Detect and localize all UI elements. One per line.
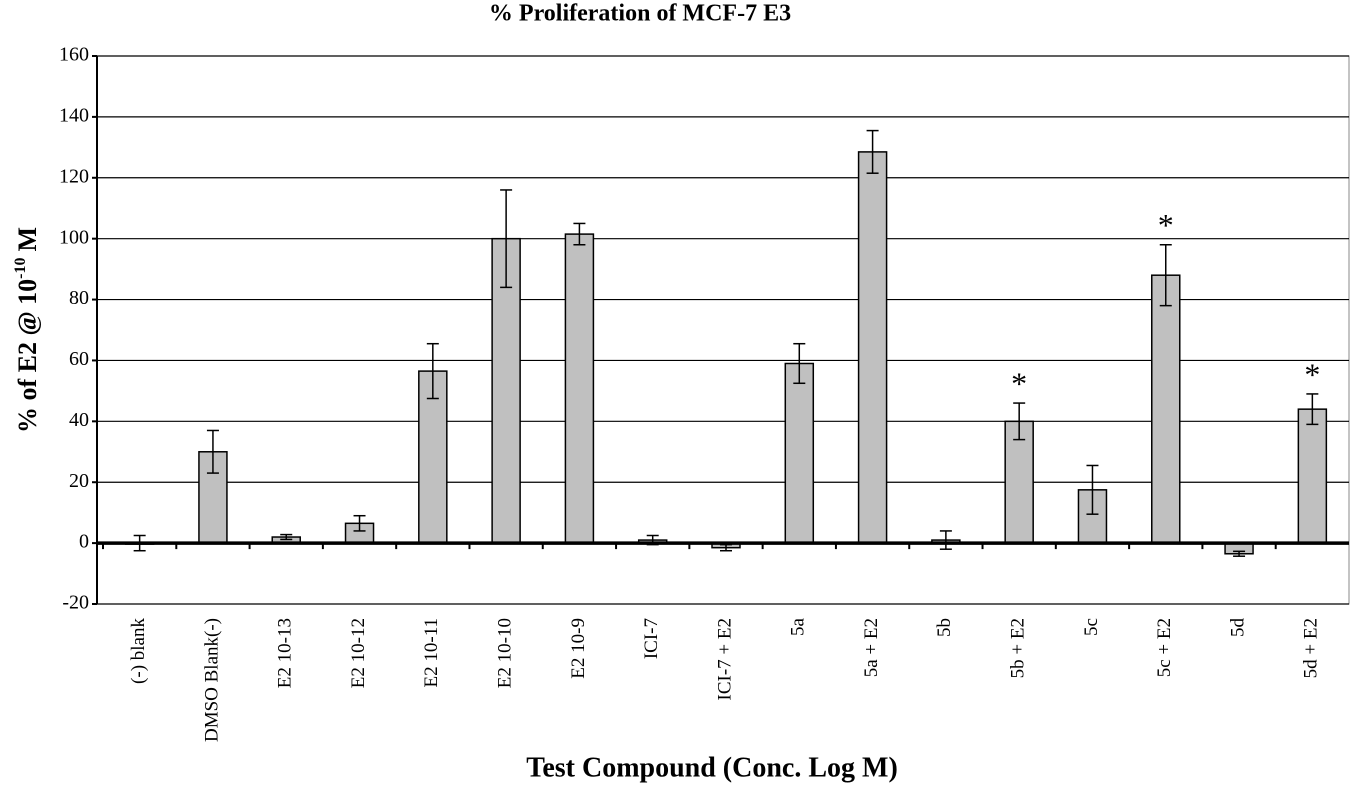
y-axis-label: % of E2 @ 10-10 M bbox=[12, 227, 42, 433]
y-tick-label: 80 bbox=[69, 287, 89, 309]
x-axis-label: Test Compound (Conc. Log M) bbox=[526, 752, 898, 783]
y-tick-label: -20 bbox=[62, 592, 89, 614]
y-tick-label: 40 bbox=[69, 409, 89, 431]
significance-marker: * bbox=[1304, 356, 1320, 392]
x-tick-label: (-) blank bbox=[128, 618, 149, 684]
y-tick-label: 140 bbox=[59, 104, 89, 126]
x-tick-label: ICI-7 + E2 bbox=[714, 618, 735, 700]
y-tick-label: 160 bbox=[59, 44, 89, 66]
y-label-unit: M bbox=[13, 227, 42, 252]
y-tick-label: 0 bbox=[79, 531, 89, 553]
y-tick-label: 60 bbox=[69, 348, 89, 370]
y-tick-label: 120 bbox=[59, 165, 89, 187]
chart-title: % Proliferation of MCF-7 E3 bbox=[489, 1, 791, 27]
bar bbox=[1004, 420, 1034, 544]
x-tick-label: ICI-7 bbox=[641, 618, 662, 659]
x-tick-label: 5c bbox=[1081, 618, 1102, 636]
x-tick-label: 5d + E2 bbox=[1301, 618, 1322, 678]
x-tick-label: 5a + E2 bbox=[861, 618, 882, 677]
x-tick-label: 5a bbox=[788, 617, 809, 636]
x-tick-label: E2 10-13 bbox=[275, 618, 296, 688]
y-label-text: % of E2 @ 10 bbox=[13, 279, 42, 433]
bar bbox=[857, 151, 888, 544]
x-tick-label: 5c + E2 bbox=[1154, 618, 1175, 677]
y-tick-label: 100 bbox=[59, 226, 89, 248]
significance-marker: * bbox=[1011, 365, 1027, 401]
bar bbox=[564, 233, 595, 544]
x-tick-label: E2 10-12 bbox=[348, 618, 369, 688]
bar bbox=[784, 362, 815, 544]
x-tick-label: 5d bbox=[1227, 618, 1248, 638]
x-tick-label: E2 10-11 bbox=[421, 618, 442, 687]
y-tick-label: 20 bbox=[69, 470, 89, 492]
x-tick-label: DMSO Blank(-) bbox=[201, 618, 222, 742]
bar bbox=[418, 370, 448, 544]
bar bbox=[1151, 274, 1181, 544]
x-tick-label: 5b + E2 bbox=[1008, 618, 1029, 678]
y-label-exponent: -10 bbox=[12, 258, 29, 279]
x-tick-label: 5b bbox=[934, 618, 955, 637]
bar bbox=[1297, 408, 1328, 544]
significance-marker: * bbox=[1158, 207, 1174, 243]
x-tick-label: E2 10-9 bbox=[568, 618, 589, 679]
x-tick-label: E2 10-10 bbox=[494, 618, 515, 688]
